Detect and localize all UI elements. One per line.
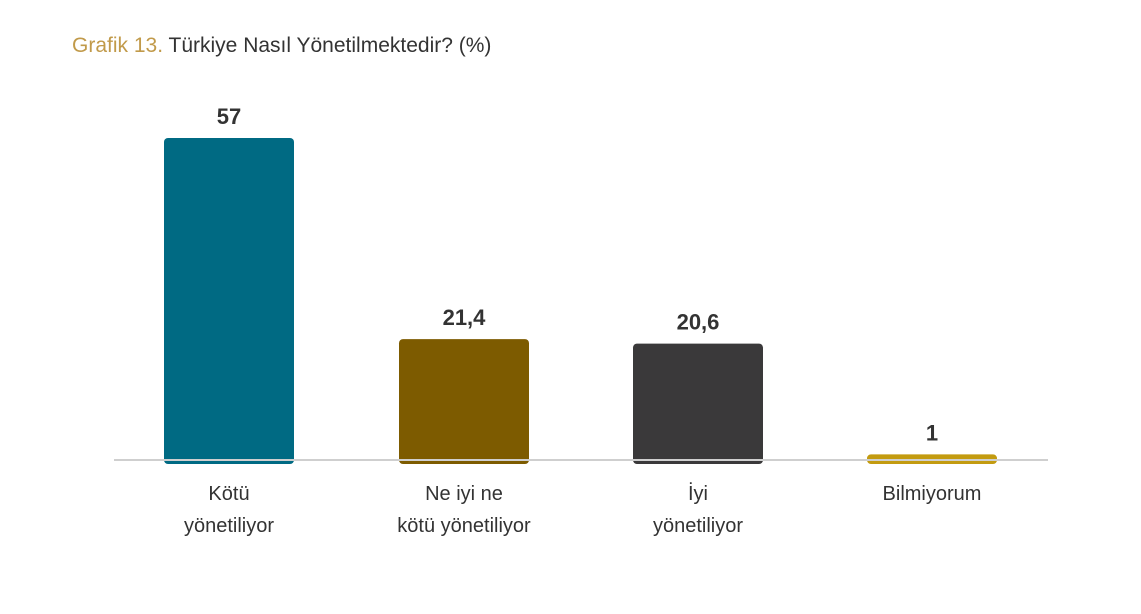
category-label-2-line-0: İyi — [688, 482, 708, 505]
bar-value-label-0: 57 — [217, 104, 241, 129]
category-label-0-line-0: Kötü — [208, 483, 249, 505]
bar-value-label-2: 20,6 — [677, 310, 720, 335]
bar-1 — [399, 339, 529, 464]
category-label-3-line-0: Bilmiyorum — [883, 483, 982, 505]
category-label-1-line-1: kötü yönetiliyor — [397, 515, 531, 537]
chart-title: Grafik 13. Türkiye Nasıl Yönetilmektedir… — [72, 34, 491, 58]
bar-0 — [164, 138, 294, 464]
category-label-0-line-1: yönetiliyor — [184, 515, 274, 537]
bar-2 — [633, 343, 763, 464]
category-label-2-line-1: yönetiliyor — [653, 515, 743, 537]
chart-title-text: Türkiye Nasıl Yönetilmektedir? (%) — [168, 34, 492, 57]
chart-title-prefix: Grafik 13. — [72, 34, 164, 57]
bar-value-label-3: 1 — [926, 420, 938, 445]
category-label-1-line-0: Ne iyi ne — [425, 483, 503, 505]
bar-value-label-1: 21,4 — [443, 305, 487, 330]
